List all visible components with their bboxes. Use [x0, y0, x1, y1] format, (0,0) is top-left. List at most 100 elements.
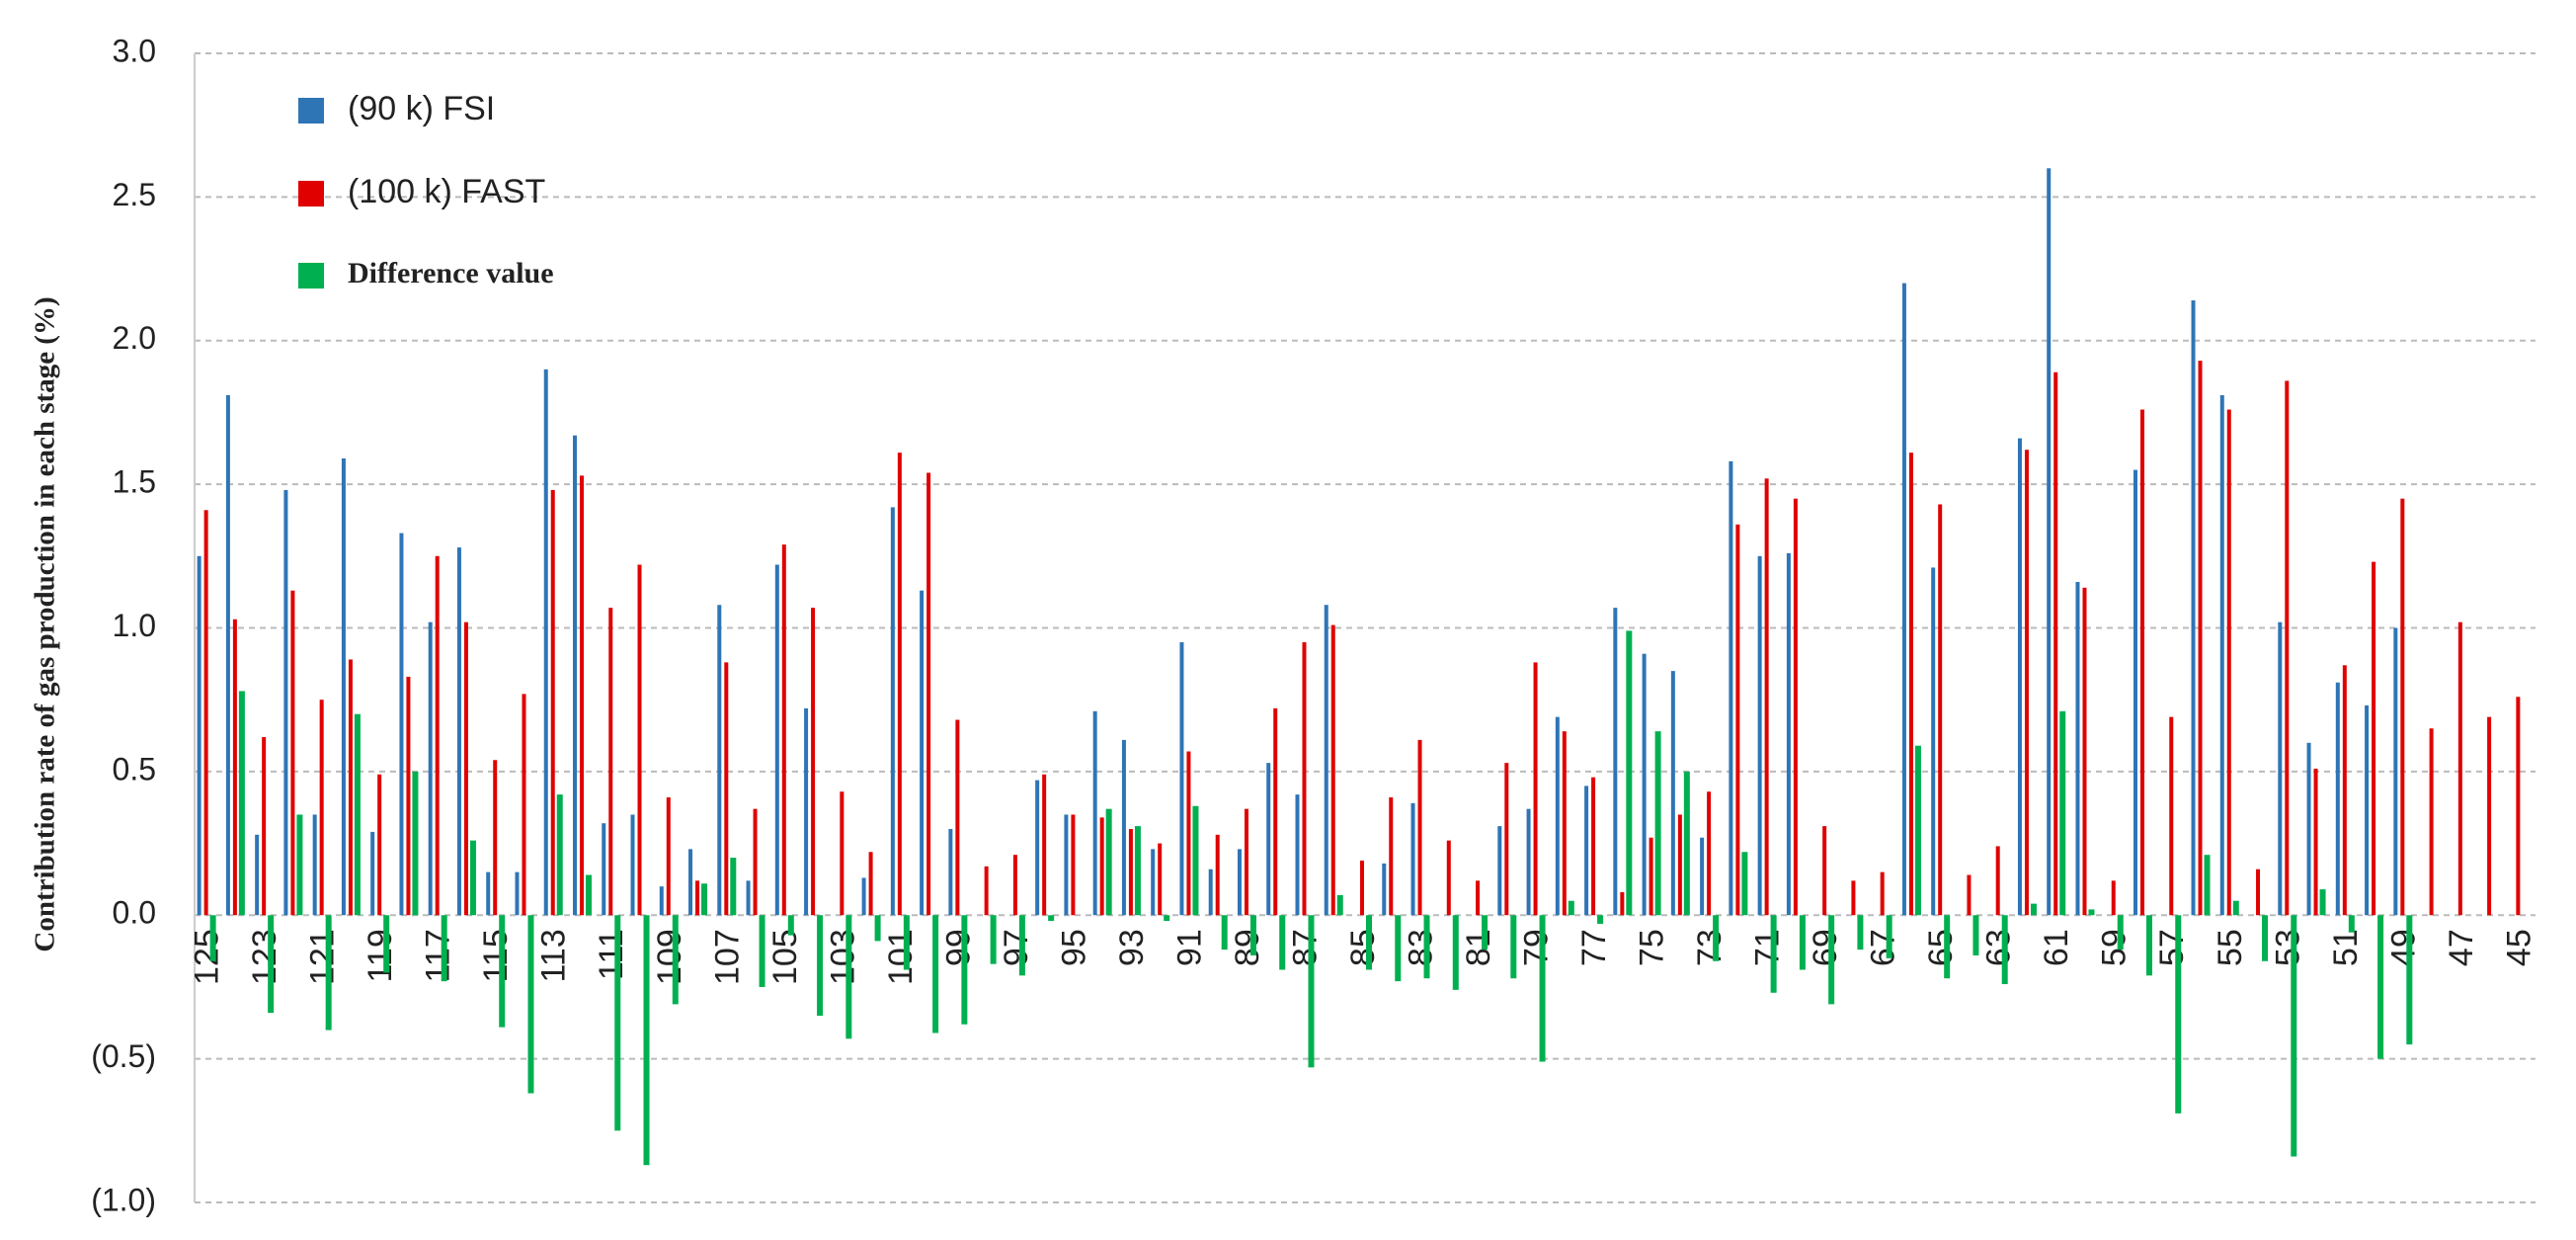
- bar: [2146, 915, 2152, 976]
- x-tick-label: 59: [2096, 929, 2133, 966]
- bar: [701, 883, 708, 916]
- bar: [672, 915, 679, 1005]
- bar: [608, 608, 613, 916]
- bar: [399, 533, 404, 916]
- bar: [377, 774, 382, 916]
- x-tick-label: 77: [1575, 929, 1613, 966]
- bar: [573, 435, 577, 916]
- bar: [1105, 808, 1112, 916]
- bar: [948, 829, 953, 916]
- bar: [2226, 409, 2231, 916]
- bar: [2393, 627, 2398, 916]
- bar: [2516, 697, 2521, 916]
- bar: [1266, 763, 1271, 916]
- bar: [1901, 283, 1906, 916]
- bar: [990, 915, 997, 964]
- bar: [1757, 555, 1762, 916]
- bar: [1967, 874, 1972, 916]
- bar: [926, 472, 931, 916]
- bar: [370, 831, 375, 916]
- bar: [1164, 915, 1170, 922]
- bar: [1035, 780, 1040, 916]
- bar: [1410, 802, 1415, 916]
- bar: [456, 547, 461, 916]
- y-axis-title: Contribution rate of gas production in e…: [30, 296, 61, 951]
- x-tick-label: 87: [1286, 929, 1324, 966]
- bar: [2400, 498, 2405, 916]
- bar: [2117, 915, 2124, 951]
- bar: [2348, 915, 2355, 933]
- bar: [1476, 880, 1481, 916]
- x-tick-label: 61: [2038, 929, 2075, 966]
- bar: [1597, 915, 1604, 924]
- bar: [961, 915, 968, 1025]
- bar: [1395, 915, 1402, 982]
- bar: [2169, 716, 2174, 916]
- bar: [1382, 863, 1387, 916]
- x-tick-label: 93: [1113, 929, 1151, 966]
- bar: [1158, 843, 1163, 916]
- bar: [1533, 662, 1538, 916]
- x-tick-label: 45: [2500, 929, 2537, 966]
- legend-swatch: [298, 263, 324, 289]
- bar: [1880, 871, 1885, 916]
- bar: [486, 871, 491, 916]
- bar: [197, 555, 201, 916]
- x-tick-label: 83: [1403, 929, 1440, 966]
- bar: [1938, 504, 1943, 916]
- bar: [1295, 794, 1300, 916]
- bar: [1423, 915, 1430, 979]
- bar: [1931, 567, 1936, 916]
- bar: [1539, 915, 1546, 1062]
- bar: [1741, 852, 1748, 916]
- x-tick-label: 47: [2443, 929, 2480, 966]
- x-tick-label: 125: [189, 929, 226, 985]
- y-tick-label: 2.0: [113, 320, 156, 356]
- bar: [232, 619, 237, 916]
- bar: [1389, 797, 1394, 916]
- x-tick-label: 107: [708, 929, 746, 985]
- bar: [580, 475, 584, 916]
- x-tick-label: 99: [939, 929, 977, 966]
- bar: [1677, 814, 1682, 916]
- x-tick-label: 51: [2327, 929, 2365, 966]
- x-tick-label: 69: [1807, 929, 1844, 966]
- x-tick-label: 57: [2153, 929, 2191, 966]
- bar: [2047, 168, 2052, 916]
- bar: [1995, 846, 2000, 916]
- bar: [354, 713, 361, 916]
- x-tick-label: 123: [246, 929, 283, 985]
- bar: [602, 823, 606, 916]
- bar: [2232, 900, 2239, 916]
- bar: [1793, 498, 1798, 916]
- bar: [1249, 915, 1256, 955]
- bar: [1446, 840, 1451, 916]
- x-tick-label: 103: [824, 929, 861, 985]
- bar: [283, 489, 288, 916]
- bar: [1886, 915, 1892, 958]
- x-tick-label: 49: [2384, 929, 2422, 966]
- bar: [1799, 915, 1806, 970]
- bar: [781, 544, 786, 916]
- bar: [1828, 915, 1835, 1005]
- bar: [759, 915, 765, 987]
- bar: [1244, 808, 1248, 916]
- x-tick-label: 65: [1922, 929, 1960, 966]
- bar: [1215, 834, 1220, 916]
- bar: [1482, 915, 1489, 951]
- bar: [1851, 880, 1856, 916]
- bar: [2457, 621, 2462, 916]
- bar: [2487, 716, 2492, 916]
- bar: [2001, 915, 2008, 985]
- bar: [2059, 710, 2066, 916]
- bar: [1568, 900, 1574, 916]
- x-tick-label: 95: [1055, 929, 1092, 966]
- x-tick-label: 89: [1229, 929, 1266, 966]
- bar: [2342, 665, 2347, 916]
- bar: [1018, 915, 1025, 976]
- x-tick-label: 121: [304, 929, 342, 985]
- x-tick-label: 117: [420, 929, 457, 982]
- bar: [868, 852, 873, 916]
- bar: [2429, 728, 2434, 916]
